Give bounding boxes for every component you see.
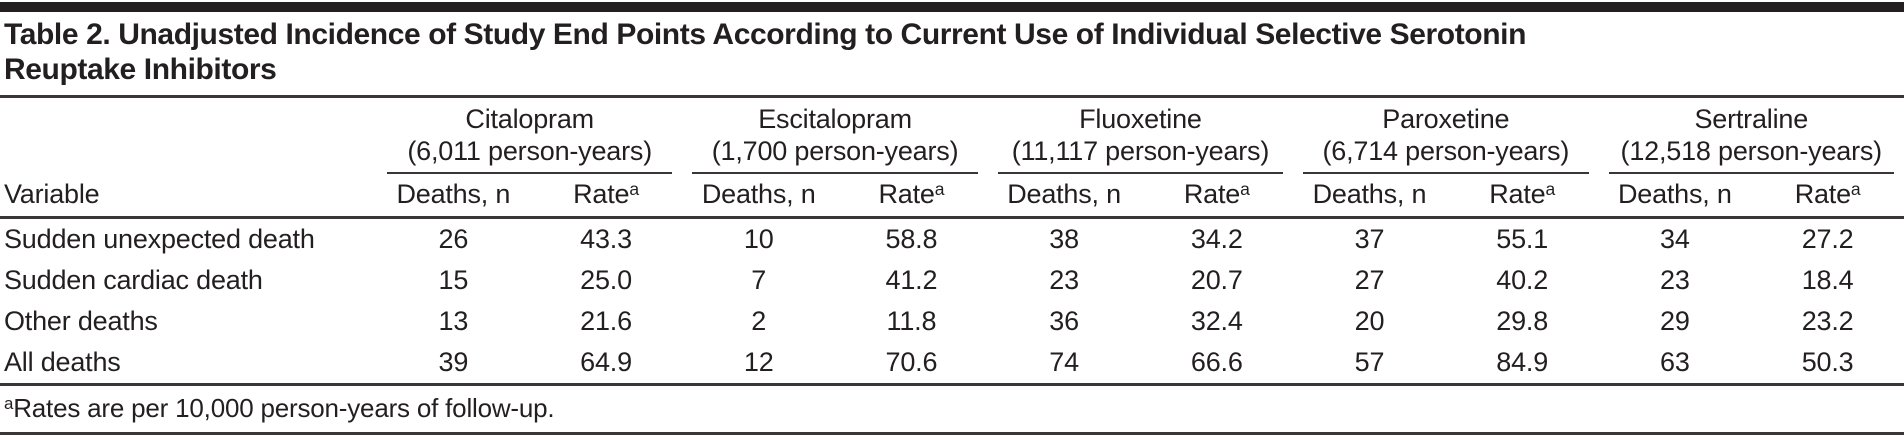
- table-cell: 63: [1598, 341, 1752, 386]
- table-row: Other deaths 13 21.6 2 11.8 36 32.4 20 2…: [0, 301, 1904, 342]
- footnote-marker: a: [4, 394, 14, 414]
- rate-footnote-marker: a: [1850, 178, 1861, 199]
- drug-group-header-row: Citalopram (6,011 person-years) Escitalo…: [0, 98, 1904, 174]
- table-cell: 10: [743, 223, 774, 254]
- table-row: Sudden unexpected death 26 43.3 10 58.8 …: [0, 217, 1904, 260]
- person-years: (6,011 person-years): [407, 135, 652, 166]
- column-header-deaths: Deaths, n: [987, 173, 1141, 219]
- person-years: (12,518 person-years): [1620, 135, 1883, 166]
- rate-footnote-marker: a: [1240, 178, 1250, 199]
- table-cell: 64.9: [529, 341, 683, 386]
- rate-footnote-marker: a: [1545, 178, 1556, 199]
- table-row: All deaths 39 64.9 12 70.6 74 66.6 57 84…: [0, 341, 1904, 386]
- table-cell: 29.8: [1496, 305, 1549, 336]
- column-header-rate: Ratea: [1445, 173, 1599, 219]
- column-header-variable: Variable: [0, 173, 377, 219]
- column-header-row: Variable Deaths, n Ratea Deaths, n Ratea…: [0, 173, 1904, 219]
- table-cell: 23: [1049, 264, 1079, 295]
- drug-name: Citalopram: [465, 104, 594, 134]
- table-cell: 34.2: [1190, 223, 1243, 254]
- footnote-text: Rates are per 10,000 person-years of fol…: [13, 392, 555, 423]
- table-cell: 50.3: [1751, 341, 1904, 386]
- table-cell: 21.6: [580, 305, 632, 336]
- table-cell: 41.2: [885, 264, 938, 295]
- column-header-rate: Ratea: [529, 173, 683, 219]
- table-cell: 58.8: [885, 223, 938, 254]
- top-rule: [0, 2, 1904, 12]
- column-header-deaths: Deaths, n: [1598, 173, 1752, 219]
- table-cell: 12: [682, 341, 836, 386]
- table-cell: 39: [377, 341, 530, 386]
- table-cell: 2: [751, 305, 767, 336]
- table-cell: 66.6: [1140, 341, 1294, 386]
- table-cell: 32.4: [1190, 305, 1243, 336]
- table-cell: 38: [1049, 223, 1079, 254]
- row-label: Sudden cardiac death: [4, 264, 263, 295]
- column-header-deaths: Deaths, n: [682, 173, 836, 219]
- table-cell: 55.1: [1496, 223, 1549, 254]
- column-header-rate: Ratea: [835, 173, 988, 219]
- table-title: Table 2. Unadjusted Incidence of Study E…: [4, 18, 1527, 86]
- table-cell: 36: [1049, 305, 1079, 336]
- table-cell: 37: [1354, 223, 1385, 254]
- table-cell: 57: [1293, 341, 1446, 386]
- table-cell: 84.9: [1445, 341, 1599, 386]
- column-header-deaths: Deaths, n: [1293, 173, 1446, 219]
- drug-name: Sertraline: [1694, 104, 1809, 134]
- rate-footnote-marker: a: [629, 178, 639, 199]
- column-header-deaths: Deaths, n: [377, 173, 530, 219]
- group-header-escitalopram: Escitalopram (1,700 person-years): [682, 98, 987, 174]
- table-cell: 70.6: [835, 341, 988, 386]
- row-label: All deaths: [0, 341, 377, 386]
- table-footnote: aRates are per 10,000 person-years of fo…: [0, 386, 1904, 435]
- table-cell: 23: [1660, 264, 1690, 295]
- table-cell: 13: [438, 305, 469, 336]
- incidence-table: Citalopram (6,011 person-years) Escitalo…: [0, 98, 1904, 386]
- table-cell: 23.2: [1801, 305, 1854, 336]
- column-header-rate: Ratea: [1140, 173, 1294, 219]
- table-cell: 74: [987, 341, 1141, 386]
- table-cell: 7: [751, 264, 767, 295]
- person-years: (1,700 person-years): [711, 135, 959, 166]
- title-block: Table 2. Unadjusted Incidence of Study E…: [0, 12, 1904, 98]
- table-cell: 27: [1354, 264, 1385, 295]
- table-cell: 40.2: [1496, 264, 1549, 295]
- row-label: Other deaths: [4, 305, 158, 336]
- table-cell: 34: [1660, 223, 1690, 254]
- table-cell: 26: [438, 223, 469, 254]
- person-years: (11,117 person-years): [1011, 135, 1270, 166]
- table-cell: 25.0: [580, 264, 632, 295]
- table-cell: 43.3: [580, 223, 632, 254]
- group-header-spacer: [0, 98, 377, 174]
- table-row: Sudden cardiac death 15 25.0 7 41.2 23 2…: [0, 260, 1904, 301]
- drug-name: Escitalopram: [758, 104, 912, 134]
- table-cell: 18.4: [1801, 264, 1854, 295]
- table-cell: 20: [1354, 305, 1385, 336]
- person-years: (6,714 person-years): [1322, 135, 1570, 166]
- drug-name: Paroxetine: [1382, 104, 1510, 134]
- table-cell: 27.2: [1801, 223, 1854, 254]
- table-cell: 11.8: [886, 305, 937, 336]
- row-label: Sudden unexpected death: [4, 223, 315, 254]
- rate-footnote-marker: a: [934, 178, 945, 199]
- group-header-fluoxetine: Fluoxetine (11,117 person-years): [988, 98, 1293, 174]
- table-cell: 20.7: [1190, 264, 1243, 295]
- table-cell: 29: [1660, 305, 1690, 336]
- drug-name: Fluoxetine: [1079, 104, 1202, 134]
- table-cell: 15: [438, 264, 469, 295]
- group-header-paroxetine: Paroxetine (6,714 person-years): [1293, 98, 1598, 174]
- group-header-citalopram: Citalopram (6,011 person-years): [377, 98, 682, 174]
- group-header-sertraline: Sertraline (12,518 person-years): [1599, 98, 1904, 174]
- column-header-rate: Ratea: [1751, 173, 1904, 219]
